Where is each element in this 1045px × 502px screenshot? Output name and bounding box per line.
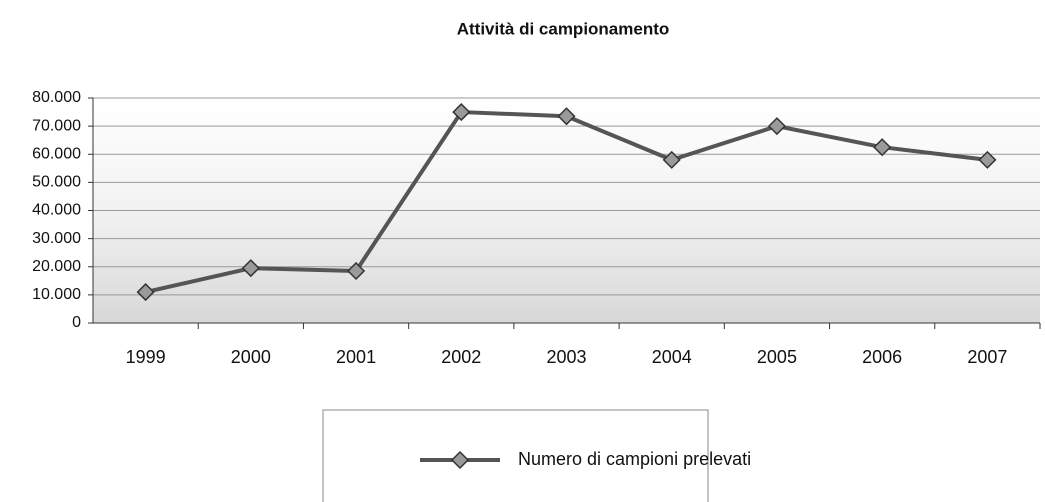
x-tick-label: 2003 bbox=[546, 347, 586, 367]
legend-label: Numero di campioni prelevati bbox=[518, 449, 751, 469]
data-point bbox=[978, 150, 997, 169]
data-point bbox=[767, 117, 787, 136]
x-tick-label: 2001 bbox=[336, 347, 376, 367]
y-tick-label: 60.000 bbox=[32, 145, 81, 162]
x-tick-label: 2000 bbox=[231, 347, 271, 367]
y-tick-label: 0 bbox=[72, 314, 81, 331]
data-point bbox=[241, 259, 260, 278]
data-point bbox=[136, 283, 155, 302]
legend-marker bbox=[450, 450, 470, 470]
data-point bbox=[452, 103, 471, 122]
y-tick-label: 50.000 bbox=[32, 174, 81, 191]
y-tick-label: 20.000 bbox=[32, 258, 81, 275]
y-tick-label: 80.000 bbox=[32, 89, 81, 106]
x-tick-label: 2005 bbox=[757, 347, 797, 367]
x-tick-label: 2002 bbox=[441, 347, 481, 367]
data-point bbox=[873, 138, 892, 157]
x-tick-label: 2007 bbox=[967, 347, 1007, 367]
data-point bbox=[557, 107, 576, 126]
data-point bbox=[662, 150, 681, 169]
y-tick-label: 70.000 bbox=[32, 117, 81, 134]
y-tick-label: 40.000 bbox=[32, 202, 81, 219]
data-point bbox=[346, 261, 366, 281]
y-tick-label: 10.000 bbox=[32, 286, 81, 303]
x-tick-label: 2006 bbox=[862, 347, 902, 367]
x-tick-label: 2004 bbox=[652, 347, 692, 367]
y-tick-label: 30.000 bbox=[32, 230, 81, 247]
chart-title: Attività di campionamento bbox=[457, 19, 670, 38]
x-tick-label: 1999 bbox=[126, 347, 166, 367]
legend-box bbox=[322, 409, 709, 502]
